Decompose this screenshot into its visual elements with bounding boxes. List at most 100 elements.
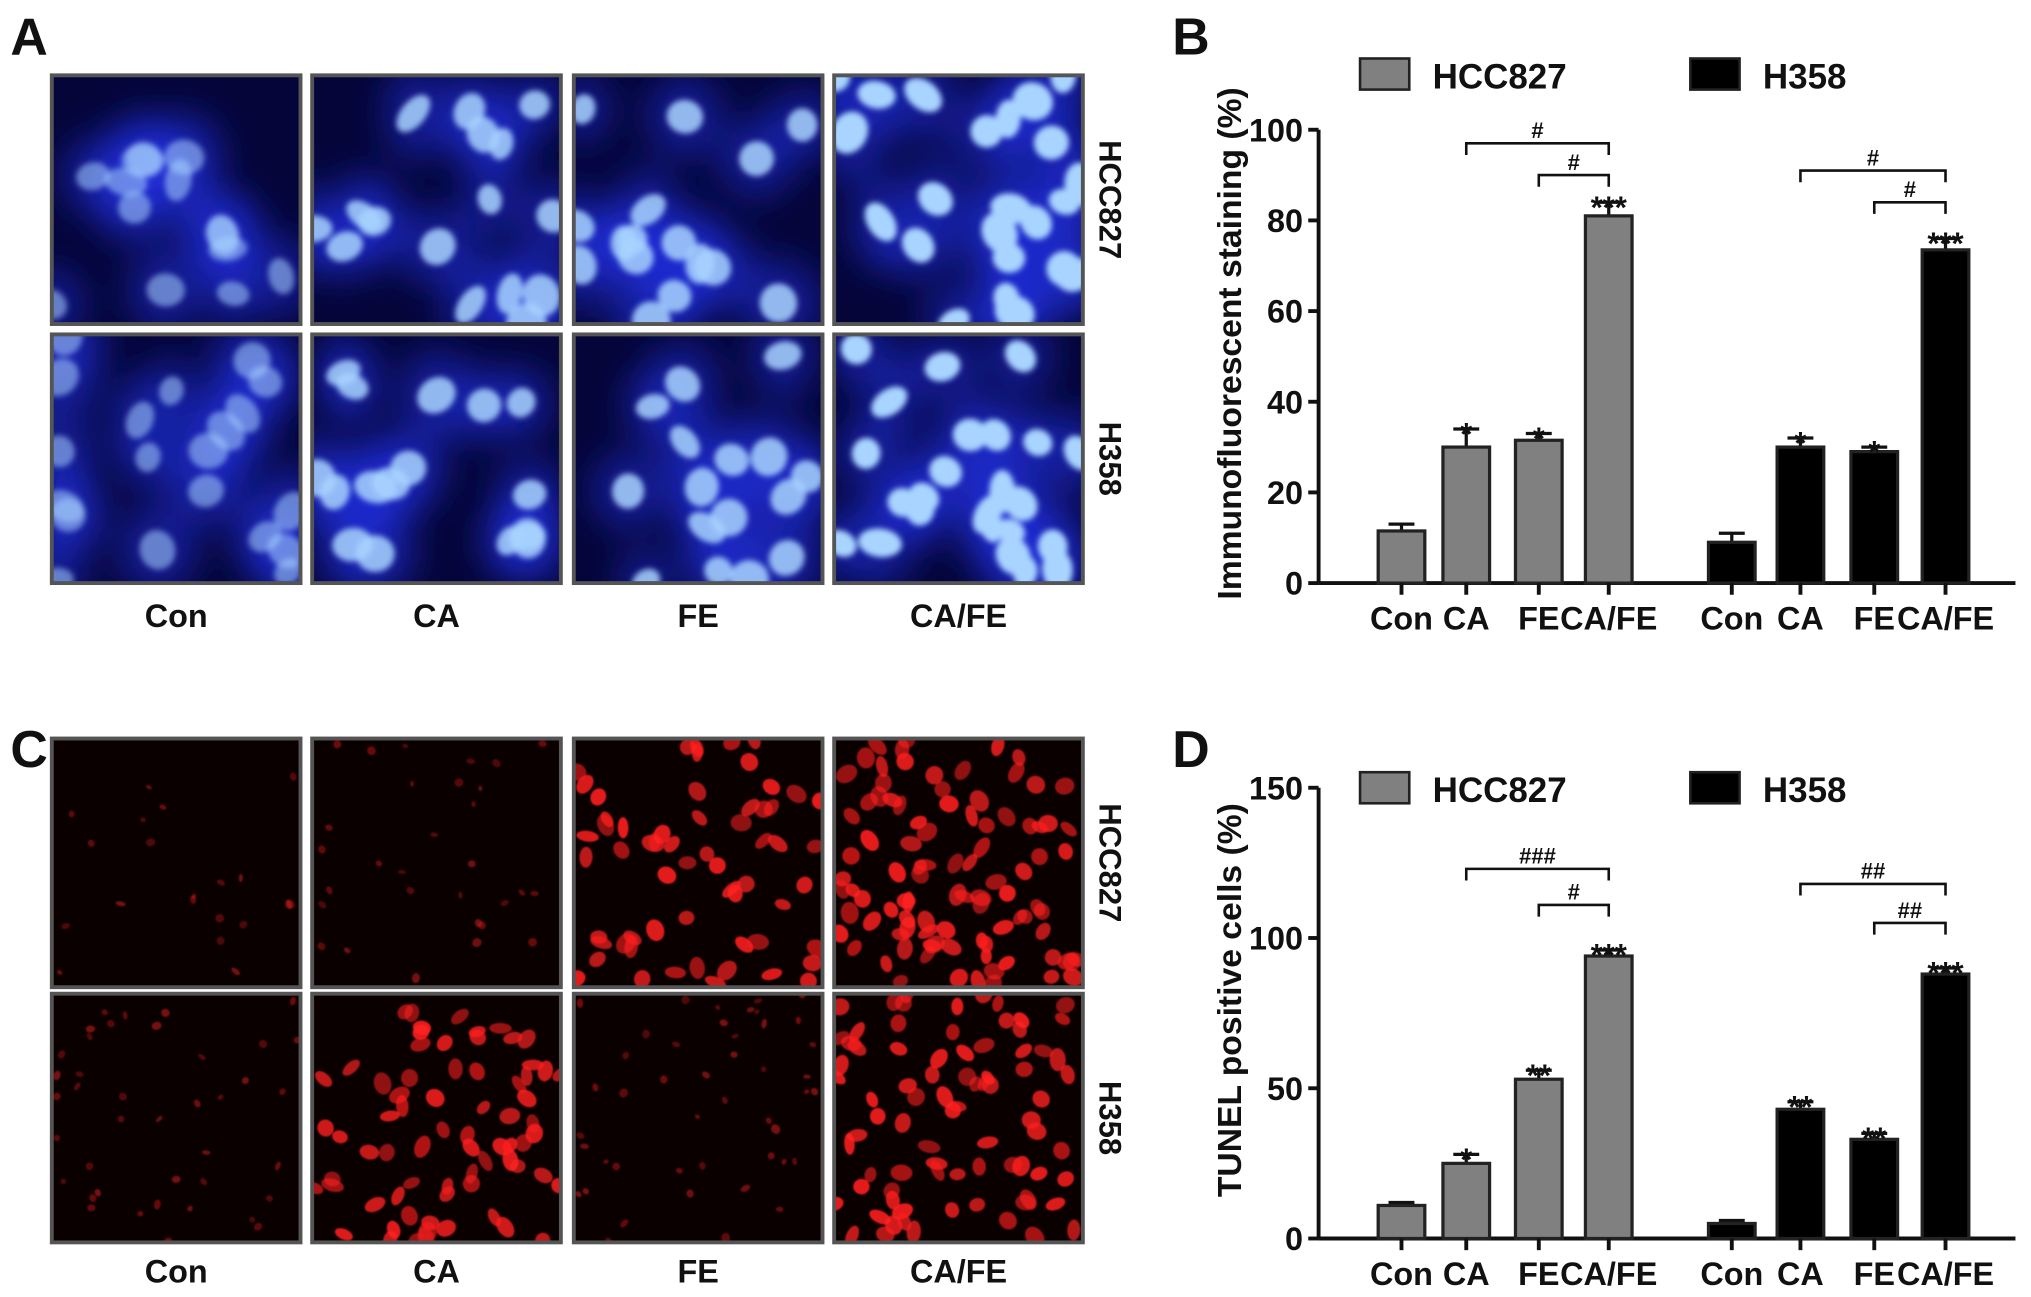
nucleus — [760, 1066, 767, 1073]
nucleus — [396, 94, 431, 133]
column-label-ca: CA — [413, 1254, 460, 1290]
bar-hcc827-fe — [1513, 1077, 1564, 1241]
nucleus — [318, 845, 326, 854]
nucleus — [225, 394, 261, 433]
nucleus — [53, 1134, 61, 1142]
micrograph-border — [832, 73, 1085, 326]
nucleus — [500, 899, 509, 907]
nucleus — [1032, 1090, 1050, 1108]
nucleus — [536, 199, 561, 233]
nucleus — [665, 366, 701, 402]
nucleus — [159, 376, 184, 406]
nucleus — [880, 955, 893, 973]
micrograph-border — [832, 991, 1085, 1245]
micrograph-border — [571, 332, 825, 586]
bar-h358-ca-fe — [1920, 972, 1971, 1241]
column-label-con: Con — [145, 598, 208, 634]
nucleus — [1064, 162, 1083, 206]
y-tick-label: 50 — [1267, 1071, 1303, 1107]
nucleus — [286, 899, 295, 909]
nucleus — [1033, 125, 1070, 160]
x-tick-label: Con — [1700, 601, 1763, 637]
bar-hcc827-ca-fe — [1583, 214, 1634, 585]
significance-hash: # — [1568, 880, 1580, 905]
nucleus — [512, 479, 547, 510]
nucleus — [153, 1199, 161, 1210]
x-tick-label: CA/FE — [1897, 1256, 1994, 1292]
nucleus — [68, 810, 75, 818]
nucleus — [469, 1029, 487, 1046]
nucleus — [216, 879, 225, 886]
significance-stars: ** — [1788, 1089, 1813, 1124]
nucleus — [875, 755, 889, 778]
nucleus — [983, 963, 1005, 980]
nucleus — [973, 837, 991, 858]
nucleus — [454, 778, 464, 787]
nucleus — [739, 141, 774, 177]
nucleus — [612, 473, 645, 509]
bar-h358-con — [1706, 1221, 1757, 1241]
nucleus — [972, 494, 1004, 534]
nucleus — [761, 968, 783, 981]
nucleus — [551, 1178, 561, 1194]
nucleus — [761, 1018, 767, 1029]
nucleus — [630, 194, 666, 227]
nucleus — [600, 811, 614, 827]
column-label-ca: CA — [413, 598, 460, 634]
nucleus — [487, 1208, 502, 1227]
nucleus — [477, 184, 502, 215]
x-tick-label: FE — [1518, 601, 1559, 637]
nucleus — [934, 781, 951, 798]
nucleus — [364, 1196, 386, 1213]
nucleus — [1035, 922, 1051, 940]
nucleus — [890, 1014, 907, 1033]
nucleus — [770, 1124, 781, 1134]
nucleus — [866, 1091, 879, 1108]
nucleus — [731, 1033, 739, 1039]
nucleus — [466, 758, 476, 764]
nucleus — [217, 1094, 224, 1100]
micrograph-con-h358 — [49, 991, 303, 1245]
legend-label-h358: H358 — [1763, 771, 1847, 810]
nucleus — [806, 839, 823, 854]
nucleus — [840, 334, 872, 365]
micrograph-fe-h358 — [571, 991, 825, 1245]
y-tick-label: 150 — [1249, 770, 1303, 806]
significance-hash: # — [1867, 145, 1879, 170]
column-label-ca-fe: CA/FE — [910, 598, 1007, 634]
nucleus — [409, 780, 414, 787]
bar-hcc827-con — [1376, 529, 1427, 585]
nucleus — [94, 1188, 101, 1197]
nucleus — [678, 856, 697, 870]
nucleus — [1030, 1166, 1048, 1181]
nucleus — [973, 1038, 995, 1054]
nucleus — [811, 792, 823, 810]
nucleus — [231, 967, 240, 976]
nucleus — [754, 1009, 760, 1015]
nucleus — [333, 740, 342, 749]
nucleus — [998, 1211, 1017, 1230]
x-tick-label: FE — [1518, 1256, 1559, 1292]
nucleus — [613, 841, 630, 859]
nucleus — [85, 1025, 96, 1033]
nucleus — [619, 1088, 629, 1098]
nucleus — [886, 993, 903, 1011]
nucleus — [1038, 814, 1058, 833]
nucleus — [101, 1009, 108, 1016]
nucleus — [589, 951, 606, 968]
nucleus — [904, 77, 943, 113]
micrograph-fe-h358 — [571, 332, 825, 586]
nucleus — [730, 814, 752, 832]
nucleus — [917, 1140, 941, 1154]
nucleus — [853, 889, 871, 908]
nucleus — [688, 511, 726, 544]
nucleus — [436, 1121, 450, 1139]
nucleus — [970, 115, 1003, 148]
nucleus — [576, 830, 599, 842]
nucleus — [379, 1110, 400, 1122]
nucleus — [660, 1075, 668, 1084]
bar-h358-fe — [1849, 449, 1900, 585]
nucleus — [661, 225, 697, 261]
nucleus — [610, 225, 638, 261]
nucleus — [511, 1075, 527, 1094]
